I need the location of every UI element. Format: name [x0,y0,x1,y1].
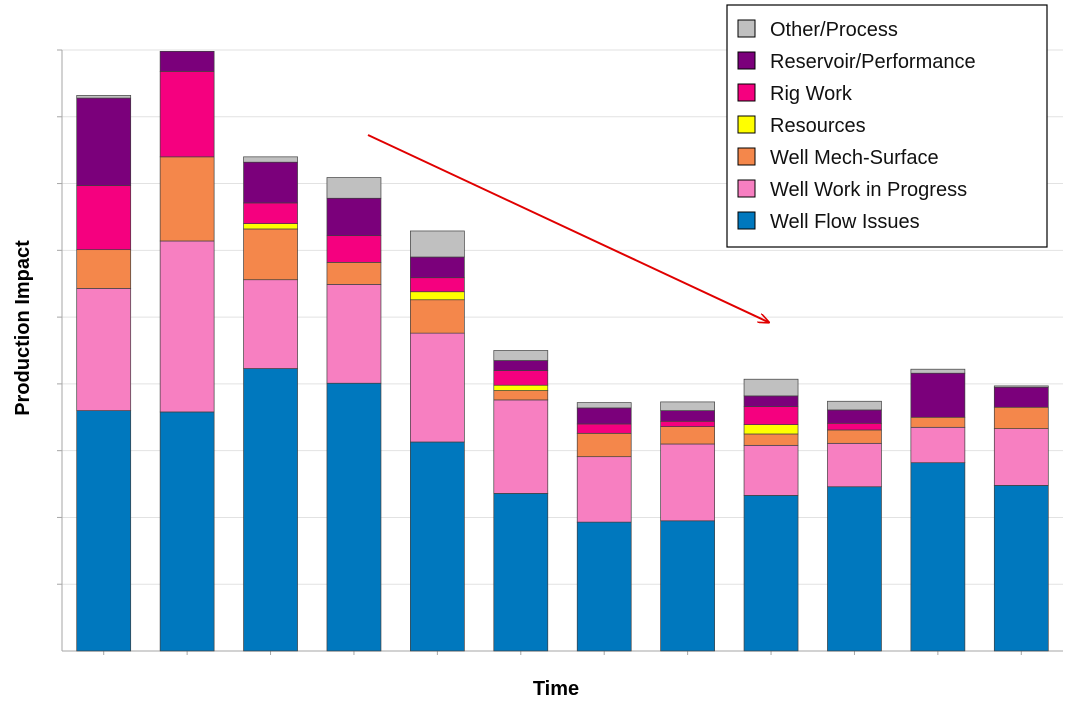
bar-segment [743,495,799,652]
bar-segment [410,256,465,279]
bar-segment [827,429,882,444]
bar-segment [76,249,132,289]
bar-segment [660,420,715,427]
bar-segment [326,197,382,236]
bar-segment [159,411,215,652]
bar-segment [243,228,298,281]
bar-segment [326,262,382,285]
bar-segment [243,156,298,163]
bar-segment [326,382,382,652]
bar-segment [910,426,966,464]
legend-label: Rig Work [770,83,853,105]
legend-label: Well Mech-Surface [770,147,939,169]
legend-swatch [737,51,756,70]
bar-segment [743,406,799,425]
bar-segment [827,409,882,424]
bar-segment [159,156,215,242]
bar-segment [243,279,298,369]
bar-segment [410,299,465,334]
bar-segment [76,288,132,411]
legend-swatch [737,19,756,38]
bar-segment [493,493,549,652]
bar-segment [743,395,799,407]
legend-label: Reservoir/Performance [770,51,976,73]
bar-segment [243,368,298,652]
bar-segment [326,284,382,384]
bar-segment [827,486,882,652]
bar-segment [576,432,632,458]
bar-segment [243,161,298,204]
bar-segment [76,185,132,251]
bar-segment [660,443,715,522]
legend-swatch [737,147,756,166]
bar-segment [660,426,715,445]
bar-segment [993,385,1049,388]
bar-segment [493,370,549,386]
bar-segment [993,485,1049,652]
bar-segment [993,386,1049,408]
bar-segment [159,240,215,413]
bar-segment [410,277,465,293]
legend-label: Well Flow Issues [770,211,920,233]
bar-segment [326,235,382,263]
bar-segment [576,402,632,409]
legend-label: Resources [770,115,866,137]
legend-swatch [737,115,756,134]
bar-segment [910,368,966,374]
bar-segment [827,442,882,488]
bar-segment [743,444,799,496]
bar-segment [76,97,132,186]
x-axis-title: Time [533,678,579,700]
bar-segment [576,456,632,523]
gridlines [62,49,1063,585]
bar-segment [493,390,549,401]
bar-segment [743,433,799,446]
bar-segment [743,378,799,397]
bar-segment [910,462,966,652]
legend-label: Well Work in Progress [770,179,967,201]
legend-swatch [737,83,756,102]
bar-segment [993,428,1049,486]
bar-segment [910,416,966,428]
y-axis-title: Production Impact [12,240,34,416]
bar-segment [827,400,882,411]
bar-segment [76,410,132,652]
axes [57,49,1063,655]
bar-segment [660,401,715,411]
bar-segment [576,521,632,652]
bars-group [76,50,1049,652]
bar-segment [827,422,882,431]
bar-segment [159,71,215,158]
trend-arrow [367,134,768,322]
bar-segment [660,410,715,422]
bar-segment [743,424,799,435]
bar-segment [493,384,549,391]
bar-segment [410,230,465,258]
bar-segment [410,291,465,301]
bar-segment [993,406,1049,429]
legend-label: Other/Process [770,19,898,41]
bar-segment [576,407,632,425]
bar-segment [493,360,549,371]
bar-segment [76,95,132,99]
legend-box [726,4,1048,248]
legend-swatch [737,179,756,198]
bar-segment [910,372,966,418]
bar-segment [243,223,298,230]
bar-segment [660,520,715,652]
bar-segment [410,332,465,443]
bar-segment [493,350,549,361]
bar-segment [576,423,632,434]
legend: Other/Process Reservoir/Performance Rig Wo… [726,4,1048,248]
bar-segment [410,441,465,652]
bar-segment [326,177,382,199]
bar-segment [159,50,215,72]
bar-segment [243,202,298,224]
legend-swatch [737,211,756,230]
bar-segment [493,399,549,494]
